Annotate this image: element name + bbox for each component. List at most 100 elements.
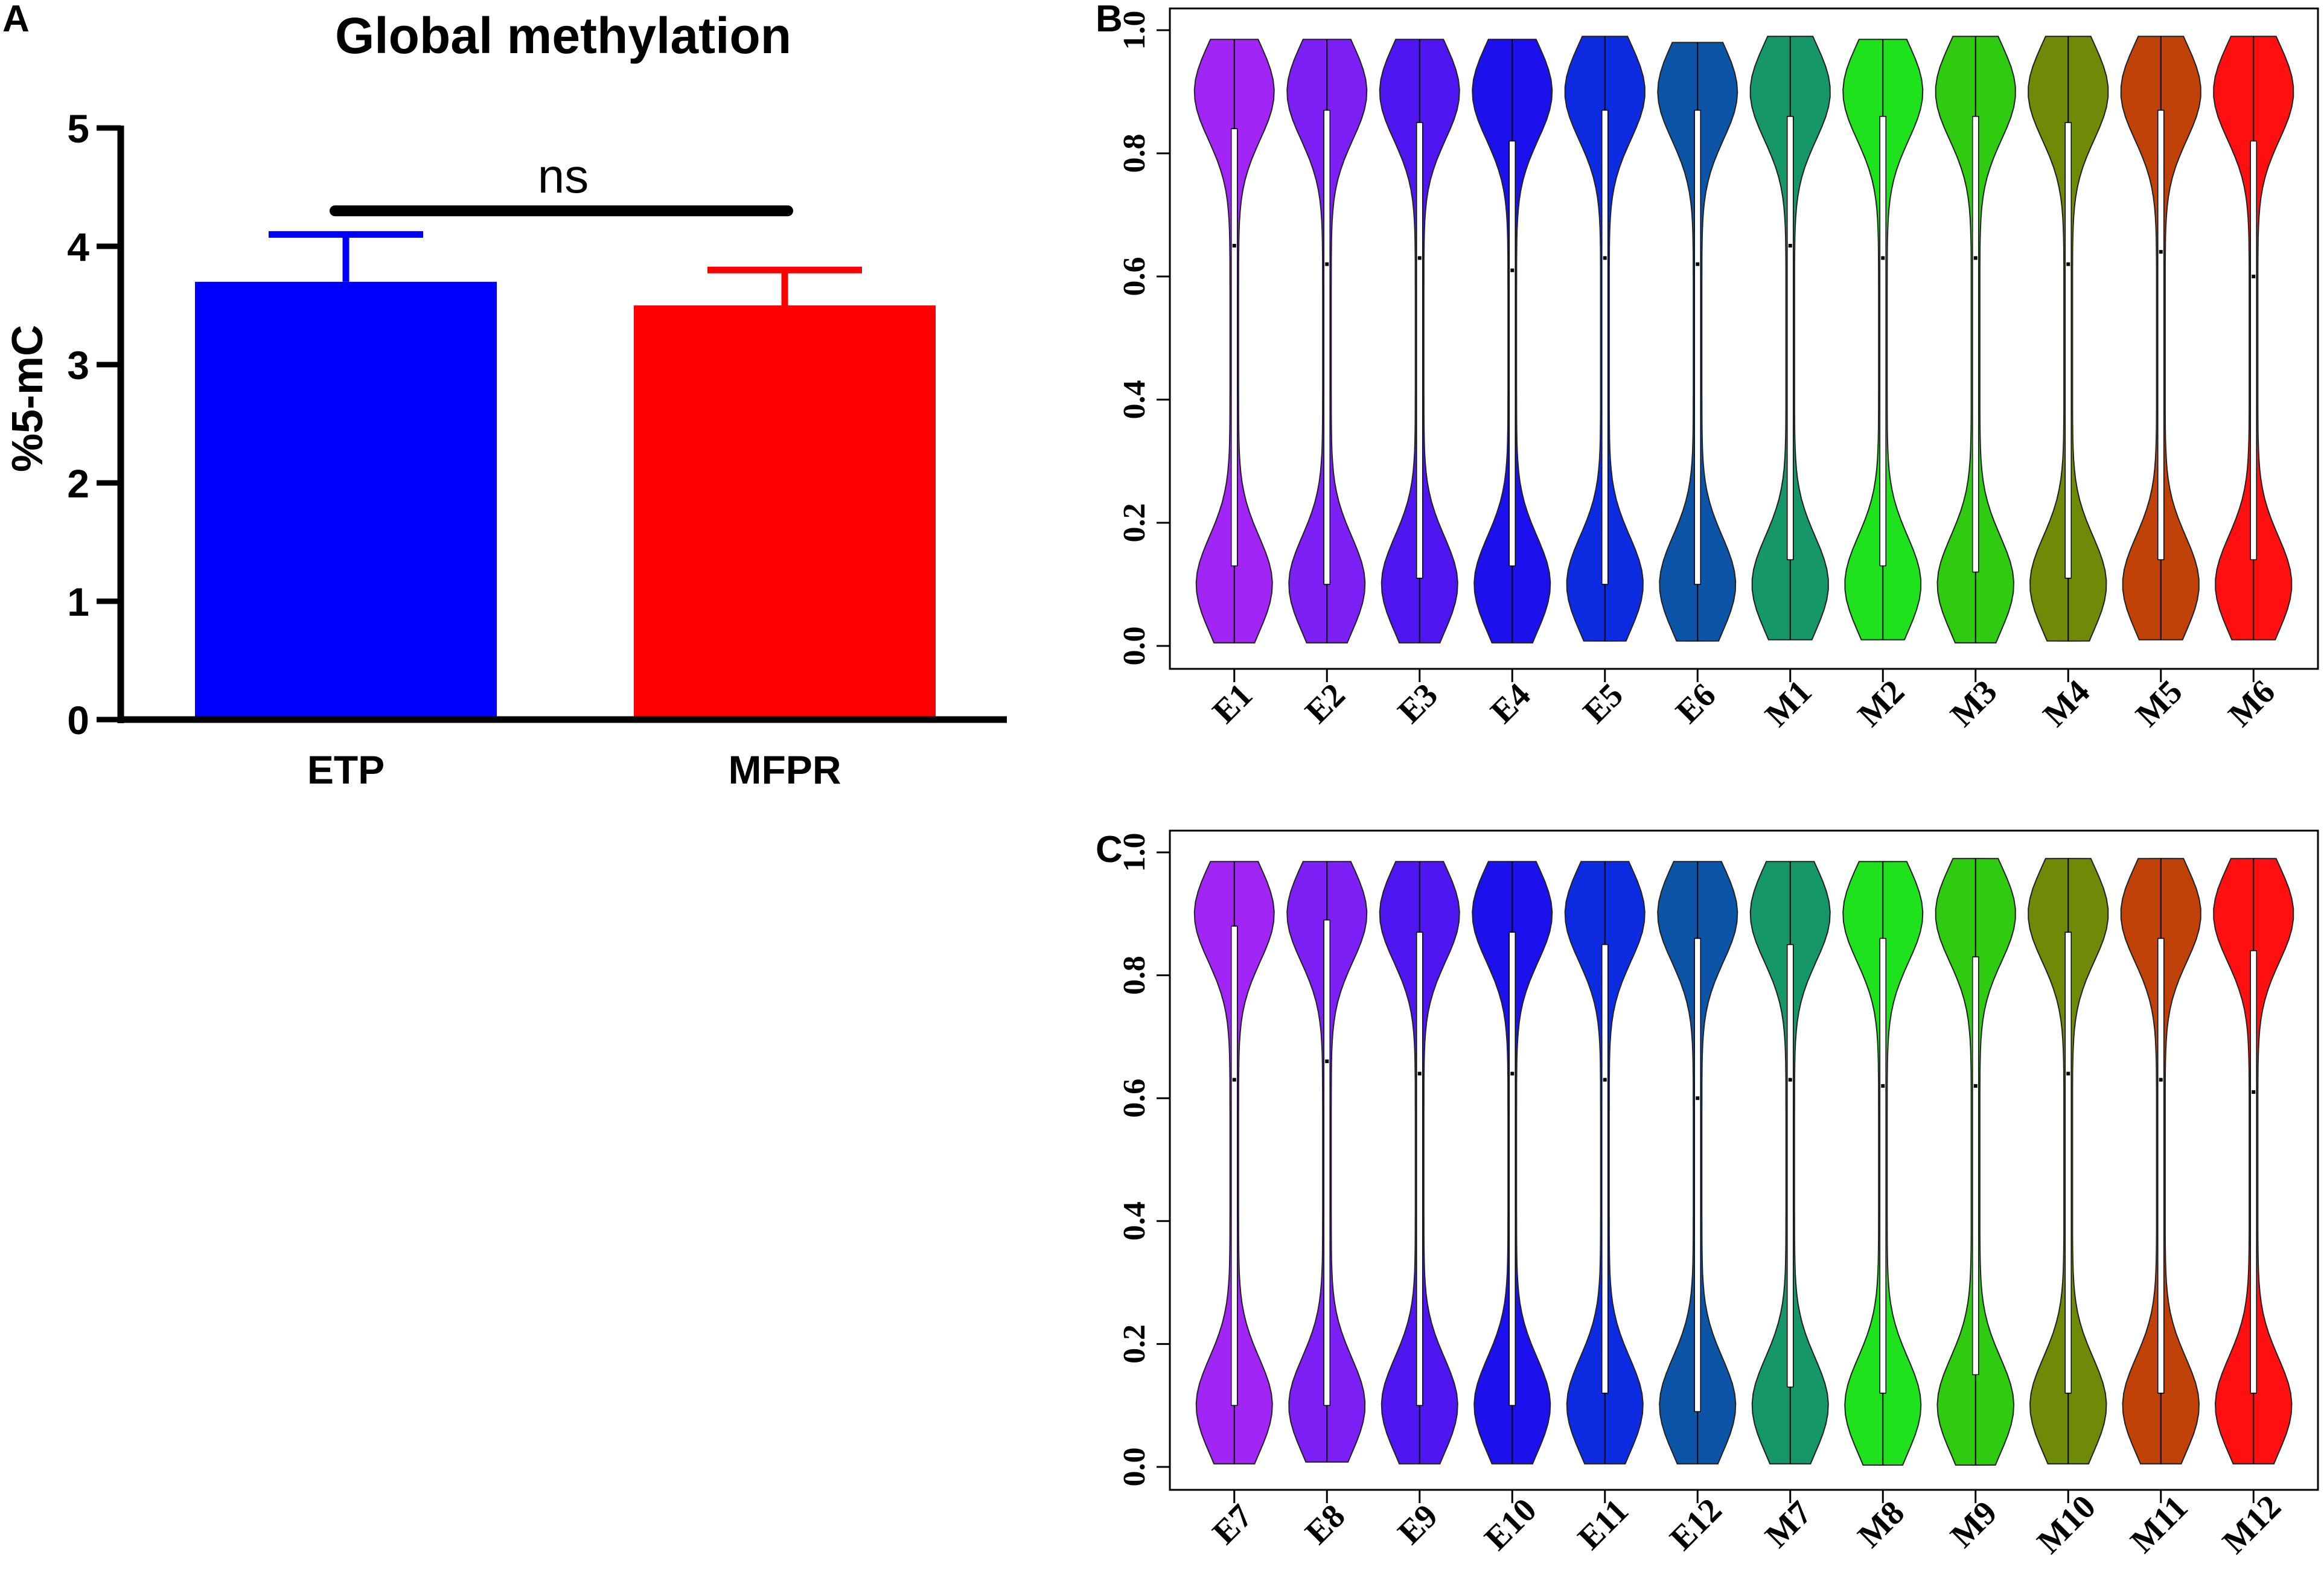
violin-chart-panel-c: C 0.0 0.2 0.4 0.6 0.8 1.0 E7 E8 E9 E10 E11 E12 M7 M8 M… <box>1096 829 2319 1561</box>
x-tick-label: E5 <box>1576 676 1630 730</box>
median-e5 <box>1603 256 1607 260</box>
x-tick-label: M8 <box>1851 1494 1912 1555</box>
x-tick-label: M2 <box>1851 673 1912 734</box>
iqr-box-e5 <box>1601 109 1609 585</box>
median-e6 <box>1696 262 1700 266</box>
iqr-box-m9 <box>1972 956 1979 1376</box>
iqr-box-m7 <box>1787 944 1794 1388</box>
x-tick-label: M1 <box>1758 673 1819 734</box>
iqr-box-m1 <box>1787 116 1794 560</box>
iqr-box-e10 <box>1508 931 1516 1406</box>
x-tick-label: M6 <box>2221 673 2282 734</box>
x-tick-label: M7 <box>1758 1494 1819 1555</box>
median-m5 <box>2159 250 2163 254</box>
median-e4 <box>1510 268 1515 272</box>
iqr-box-m8 <box>1879 937 1886 1394</box>
x-tick-label: M9 <box>1944 1494 2005 1555</box>
y-tick-label: 1.0 <box>1117 833 1152 872</box>
iqr-box-m4 <box>2064 122 2072 579</box>
median-m8 <box>1881 1084 1885 1088</box>
iqr-box-m6 <box>2250 140 2257 560</box>
iqr-box-m11 <box>2157 937 2165 1394</box>
x-tick-label: MFPR <box>729 747 841 792</box>
iqr-box-m3 <box>1972 116 1979 573</box>
median-e10 <box>1510 1072 1515 1076</box>
iqr-box-e8 <box>1323 919 1330 1406</box>
chart-title: Global methylation <box>335 7 791 64</box>
iqr-box-m5 <box>2157 109 2165 560</box>
x-tick-label: E9 <box>1391 1497 1445 1551</box>
iqr-box-e9 <box>1416 931 1423 1406</box>
plot-frame <box>1169 829 2319 1491</box>
y-tick-label: 0.2 <box>1117 503 1152 543</box>
x-tick-label: E11 <box>1571 1492 1636 1557</box>
x-tick-label: E12 <box>1663 1491 1729 1557</box>
iqr-box-m10 <box>2064 931 2072 1394</box>
x-tick-label: E2 <box>1298 676 1352 730</box>
x-tick-label: ETP <box>307 747 385 792</box>
y-tick-label: 0.8 <box>1117 956 1152 995</box>
median-e3 <box>1417 256 1422 260</box>
median-m7 <box>1788 1078 1792 1082</box>
x-tick-label: E6 <box>1668 676 1723 730</box>
x-tick-label: M4 <box>2036 673 2097 734</box>
median-m9 <box>1973 1084 1978 1088</box>
median-m2 <box>1881 256 1885 260</box>
y-tick-label: 0 <box>67 698 89 743</box>
x-tick-label: E10 <box>1478 1491 1544 1557</box>
iqr-box-e4 <box>1508 140 1516 567</box>
iqr-box-e1 <box>1231 128 1238 567</box>
panel-label-a: A <box>2 0 30 40</box>
iqr-box-e11 <box>1601 944 1609 1394</box>
y-tick-label: 4 <box>67 225 89 269</box>
median-m6 <box>2252 275 2256 278</box>
iqr-box-e7 <box>1231 925 1238 1406</box>
median-m12 <box>2252 1090 2256 1094</box>
y-tick-label: 5 <box>67 106 89 151</box>
iqr-box-e6 <box>1694 109 1701 585</box>
x-tick-label: E8 <box>1298 1497 1352 1551</box>
median-e7 <box>1232 1078 1236 1082</box>
x-tick-label: M5 <box>2129 673 2190 734</box>
median-e12 <box>1696 1096 1700 1100</box>
median-e2 <box>1325 262 1329 266</box>
median-m1 <box>1788 244 1792 248</box>
y-tick-label: 0.0 <box>1117 1448 1152 1487</box>
x-tick-label: E4 <box>1483 676 1537 730</box>
panel-label-b: B <box>1096 0 1123 40</box>
median-m11 <box>2159 1078 2163 1082</box>
y-tick-label: 0.6 <box>1117 257 1152 296</box>
y-tick-label: 0.4 <box>1117 1201 1152 1241</box>
median-e8 <box>1325 1059 1329 1064</box>
violin-chart-panel-b: B 0.0 0.2 0.4 0.6 0.8 1.0 E1 E2 E3 E4 E5 E6 M1 M2 M3 M4… <box>1096 0 2319 734</box>
y-tick-label: 0.0 <box>1117 627 1152 666</box>
y-tick-label: 3 <box>67 343 89 388</box>
iqr-box-e3 <box>1416 122 1423 579</box>
median-m4 <box>2066 262 2070 266</box>
median-m3 <box>1973 256 1978 260</box>
bar-mfpr <box>634 305 936 720</box>
y-tick-label: 0.2 <box>1117 1324 1152 1364</box>
x-tick-label: E1 <box>1205 676 1260 730</box>
significance-label: ns <box>538 149 589 203</box>
panel-label-c: C <box>1096 829 1123 870</box>
y-tick-label: 0.8 <box>1117 134 1152 173</box>
median-e1 <box>1232 244 1236 248</box>
iqr-box-e2 <box>1323 109 1330 585</box>
median-m10 <box>2066 1072 2070 1076</box>
x-tick-label: M11 <box>2124 1489 2195 1560</box>
bar-chart-panel-a: A Global methylation %5-mC ETP MFPR 0 1 2 3 4 5… <box>2 0 1007 792</box>
bar-etp <box>195 281 497 720</box>
x-tick-label: M10 <box>2030 1488 2103 1561</box>
x-tick-label: E7 <box>1205 1497 1260 1551</box>
y-axis-label: %5-mC <box>4 325 52 472</box>
y-tick-label: 2 <box>67 461 89 506</box>
median-e9 <box>1417 1072 1422 1076</box>
x-tick-label: M12 <box>2215 1488 2288 1561</box>
x-tick-label: M3 <box>1944 673 2005 734</box>
iqr-box-m2 <box>1879 116 1886 567</box>
y-tick-label: 0.4 <box>1117 380 1152 420</box>
median-e11 <box>1603 1078 1607 1082</box>
plot-frame <box>1169 7 2319 670</box>
